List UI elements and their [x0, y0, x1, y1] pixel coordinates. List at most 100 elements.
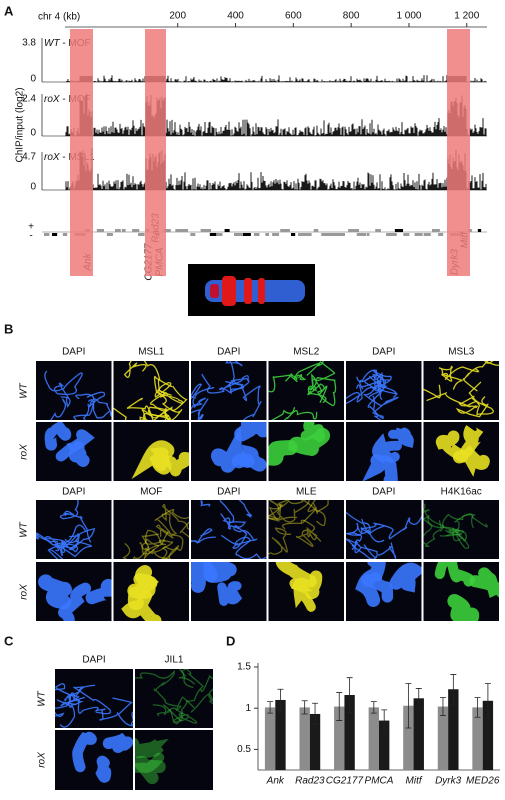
chromatin: [126, 397, 171, 420]
micrograph-content: [210, 422, 267, 473]
column-header: JIL1: [165, 655, 184, 666]
chromatin: [346, 380, 398, 405]
chromatin: [439, 513, 488, 549]
micrograph-content: [191, 562, 243, 606]
bar: [368, 707, 379, 770]
x-axis-label: chr 4 (kb): [38, 12, 80, 23]
chromatin: [423, 510, 445, 530]
micrograph-content: [346, 512, 422, 559]
y-tick-label: 0.5: [237, 744, 251, 755]
micrograph: [268, 361, 344, 420]
chromatin: [149, 382, 184, 412]
error-bar: [370, 701, 377, 714]
chromatin: [234, 422, 267, 442]
y-tick-label: 1.5: [237, 662, 251, 673]
column-header: DAPI: [372, 487, 395, 498]
micrograph-content: [268, 361, 337, 420]
gene-block: [423, 233, 431, 236]
gene-block: [181, 229, 189, 232]
strand: -: [29, 231, 32, 242]
chromatin: [268, 373, 306, 393]
chromatin: [56, 698, 119, 721]
chromatin: [43, 533, 80, 559]
bar: [275, 699, 286, 770]
gene-block: [163, 229, 171, 232]
chromatin: [435, 430, 469, 463]
chromatin: [86, 391, 112, 419]
gene-block: [366, 233, 370, 236]
gene-block: [431, 229, 440, 232]
chromatin: [289, 578, 316, 612]
chromatin: [55, 683, 86, 704]
chromatin: [372, 433, 402, 464]
chromatin: [190, 674, 213, 713]
bar: [482, 700, 494, 770]
chromatin: [460, 423, 485, 457]
chromatin: [434, 562, 475, 587]
chromatin: [59, 686, 112, 728]
error-bar: [474, 697, 481, 718]
micrograph: [36, 361, 112, 420]
track-min: 0: [30, 182, 36, 193]
chromatin: [359, 369, 385, 399]
chromatin: [135, 737, 169, 759]
column-header: DAPI: [217, 347, 240, 358]
chromatin: [426, 381, 494, 416]
chromatin: [152, 704, 198, 725]
chromatin: [161, 503, 189, 535]
error-bar: [267, 701, 274, 714]
column-header: MLE: [296, 487, 317, 498]
micrograph: [423, 500, 499, 559]
bar: [299, 707, 310, 770]
gene-block: [175, 229, 184, 232]
chromatin: [238, 500, 253, 518]
column-header: DAPI: [62, 347, 85, 358]
highlight-band: [447, 29, 470, 276]
signal-track: [65, 94, 487, 136]
column-header: DAPI: [82, 655, 105, 666]
error-bar: [381, 709, 388, 732]
column-header: MSL3: [448, 347, 475, 358]
chromatin: [275, 562, 317, 588]
strand: +: [28, 222, 34, 233]
micrograph-content: [135, 737, 169, 785]
chromatin: [59, 500, 92, 543]
gene-block: [242, 233, 251, 236]
row-label: roX: [37, 752, 48, 768]
chromatin: [191, 397, 209, 420]
row-label: WT: [19, 521, 30, 537]
chromatin: [191, 562, 218, 593]
gene-block: [331, 233, 343, 236]
chromatin: [301, 500, 329, 524]
micrograph-content: [434, 562, 499, 621]
genotype: WT: [44, 38, 60, 49]
gene-block: [138, 233, 145, 236]
column-header: DAPI: [62, 487, 85, 498]
chromatin: [281, 519, 322, 548]
chromatin: [36, 533, 93, 558]
error-bar: [450, 674, 457, 705]
gene-block: [52, 233, 58, 236]
gene-block: [121, 229, 126, 232]
signal-track: [65, 75, 487, 82]
x-tick-label: Rad23: [295, 776, 325, 787]
micrograph: [113, 361, 189, 420]
panel-letter: B: [4, 321, 13, 336]
chromatin: [361, 572, 394, 603]
x-tick-label: MED26: [466, 776, 500, 787]
bar: [379, 720, 390, 770]
gene-block: [132, 229, 140, 232]
track-max: 4.7: [22, 152, 36, 163]
gene-block: [403, 233, 410, 236]
panel-letter: C: [4, 633, 14, 648]
x-tick-label: 800: [343, 11, 360, 22]
gene-block: [254, 233, 260, 236]
chromatin: [58, 582, 92, 621]
micrograph-content: [268, 422, 331, 466]
micrograph-content: [191, 500, 267, 559]
chromatin: [72, 731, 97, 773]
track-min: 0: [30, 128, 36, 139]
gene-block: [272, 233, 280, 236]
micrograph-content: [72, 731, 133, 783]
chromatin: [447, 593, 480, 621]
